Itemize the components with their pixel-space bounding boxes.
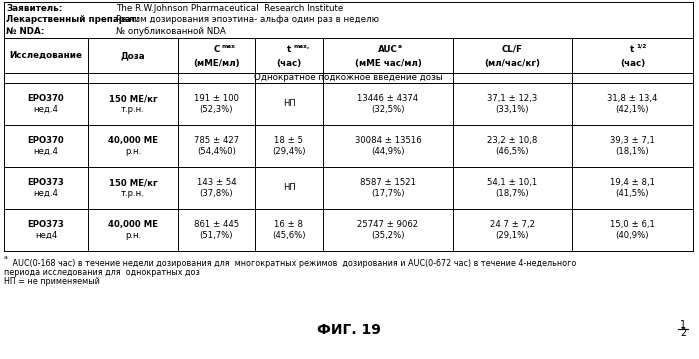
Text: 40,000 МЕ: 40,000 МЕ bbox=[108, 136, 158, 145]
Text: AUC: AUC bbox=[378, 45, 398, 54]
Text: (32,5%): (32,5%) bbox=[371, 105, 405, 114]
Text: Заявитель:: Заявитель: bbox=[6, 4, 62, 13]
Text: t: t bbox=[287, 45, 291, 54]
Text: 8587 ± 1521: 8587 ± 1521 bbox=[360, 178, 416, 187]
Text: Режим дозирования эпоэтина- альфа один раз в неделю: Режим дозирования эпоэтина- альфа один р… bbox=[116, 15, 379, 24]
Text: (33,1%): (33,1%) bbox=[496, 105, 529, 114]
Text: (29,4%): (29,4%) bbox=[272, 147, 305, 156]
Text: a: a bbox=[4, 255, 8, 260]
Text: (54,4%0): (54,4%0) bbox=[197, 147, 236, 156]
Text: нед4: нед4 bbox=[35, 231, 57, 240]
Text: ФИГ. 19: ФИГ. 19 bbox=[317, 323, 381, 337]
Text: (мМЕ час/мл): (мМЕ час/мл) bbox=[354, 59, 421, 68]
Text: Исследование: Исследование bbox=[10, 51, 82, 60]
Text: НП = не применяемый: НП = не применяемый bbox=[4, 277, 100, 286]
Text: 2: 2 bbox=[680, 328, 686, 338]
Text: 861 ± 445: 861 ± 445 bbox=[194, 220, 239, 229]
Text: 30084 ± 13516: 30084 ± 13516 bbox=[354, 136, 421, 145]
Text: max,: max, bbox=[293, 44, 309, 49]
Text: t: t bbox=[630, 45, 635, 54]
Text: 785 ± 427: 785 ± 427 bbox=[194, 136, 239, 145]
Text: периода исследования для  однократных доз: периода исследования для однократных доз bbox=[4, 268, 200, 277]
Text: (18,1%): (18,1%) bbox=[616, 147, 649, 156]
Text: 143 ± 54: 143 ± 54 bbox=[196, 178, 236, 187]
Text: (52,3%): (52,3%) bbox=[200, 105, 233, 114]
Text: 15,0 ± 6,1: 15,0 ± 6,1 bbox=[610, 220, 655, 229]
Text: AUC(0-168 час) в течение недели дозирования для  многократных режимов  дозирован: AUC(0-168 час) в течение недели дозирова… bbox=[10, 259, 577, 268]
Text: (29,1%): (29,1%) bbox=[496, 231, 529, 240]
Text: C: C bbox=[213, 45, 219, 54]
Text: 150 МЕ/кг: 150 МЕ/кг bbox=[109, 94, 157, 103]
Text: т.р.н.: т.р.н. bbox=[121, 189, 145, 198]
Text: НП: НП bbox=[282, 183, 296, 192]
Text: (35,2%): (35,2%) bbox=[371, 231, 405, 240]
Text: р.н.: р.н. bbox=[125, 231, 141, 240]
Text: № опубликованной NDA: № опубликованной NDA bbox=[116, 27, 226, 36]
Text: a: a bbox=[398, 44, 402, 49]
Text: (37,8%): (37,8%) bbox=[200, 189, 233, 198]
Text: 150 МЕ/кг: 150 МЕ/кг bbox=[109, 178, 157, 187]
Text: Доза: Доза bbox=[121, 51, 145, 60]
Text: (44,9%): (44,9%) bbox=[371, 147, 405, 156]
Text: 39,3 ± 7,1: 39,3 ± 7,1 bbox=[610, 136, 655, 145]
Text: 24 7 ± 7,2: 24 7 ± 7,2 bbox=[490, 220, 535, 229]
Text: The R.W.Johnson Pharmaceutical  Research Institute: The R.W.Johnson Pharmaceutical Research … bbox=[116, 4, 343, 13]
Text: (41,5%): (41,5%) bbox=[616, 189, 649, 198]
Text: (46,5%): (46,5%) bbox=[496, 147, 529, 156]
Text: № NDA:: № NDA: bbox=[6, 27, 45, 36]
Text: 13446 ± 4374: 13446 ± 4374 bbox=[357, 94, 419, 103]
Text: 1/2: 1/2 bbox=[637, 44, 647, 49]
Text: (42,1%): (42,1%) bbox=[616, 105, 649, 114]
Text: Лекарственный препарат:: Лекарственный препарат: bbox=[6, 15, 140, 24]
Text: (40,9%): (40,9%) bbox=[616, 231, 649, 240]
Text: (18,7%): (18,7%) bbox=[496, 189, 529, 198]
Text: 25747 ± 9062: 25747 ± 9062 bbox=[357, 220, 419, 229]
Text: ЕРО373: ЕРО373 bbox=[28, 178, 64, 187]
Text: т.р.н.: т.р.н. bbox=[121, 105, 145, 114]
Text: ЕРО373: ЕРО373 bbox=[28, 220, 64, 229]
Text: 16 ± 8: 16 ± 8 bbox=[275, 220, 303, 229]
Text: 23,2 ± 10,8: 23,2 ± 10,8 bbox=[487, 136, 538, 145]
Text: 1: 1 bbox=[680, 320, 686, 330]
Text: 191 ± 100: 191 ± 100 bbox=[194, 94, 239, 103]
Text: CL/F: CL/F bbox=[502, 45, 523, 54]
Text: (мМЕ/мл): (мМЕ/мл) bbox=[193, 59, 240, 68]
Text: ЕРО370: ЕРО370 bbox=[28, 94, 64, 103]
Text: ЕРО370: ЕРО370 bbox=[28, 136, 64, 145]
Text: 37,1 ± 12,3: 37,1 ± 12,3 bbox=[487, 94, 538, 103]
Text: 40,000 МЕ: 40,000 МЕ bbox=[108, 220, 158, 229]
Text: max: max bbox=[222, 44, 236, 49]
Text: 54,1 ± 10,1: 54,1 ± 10,1 bbox=[487, 178, 538, 187]
Text: (час): (час) bbox=[620, 59, 645, 68]
Text: 19,4 ± 8,1: 19,4 ± 8,1 bbox=[610, 178, 655, 187]
Text: НП: НП bbox=[282, 99, 296, 108]
Text: нед.4: нед.4 bbox=[34, 189, 59, 198]
Text: 18 ± 5: 18 ± 5 bbox=[275, 136, 303, 145]
Text: (мл/час/кг): (мл/час/кг) bbox=[484, 59, 540, 68]
Text: нед.4: нед.4 bbox=[34, 105, 59, 114]
Text: р.н.: р.н. bbox=[125, 147, 141, 156]
Text: Однократное подкожное введение дозы: Однократное подкожное введение дозы bbox=[254, 74, 443, 83]
Text: (51,7%): (51,7%) bbox=[200, 231, 233, 240]
Text: (час): (час) bbox=[276, 59, 302, 68]
Text: (45,6%): (45,6%) bbox=[272, 231, 305, 240]
Text: нед.4: нед.4 bbox=[34, 147, 59, 156]
Text: 31,8 ± 13,4: 31,8 ± 13,4 bbox=[607, 94, 658, 103]
Text: (17,7%): (17,7%) bbox=[371, 189, 405, 198]
